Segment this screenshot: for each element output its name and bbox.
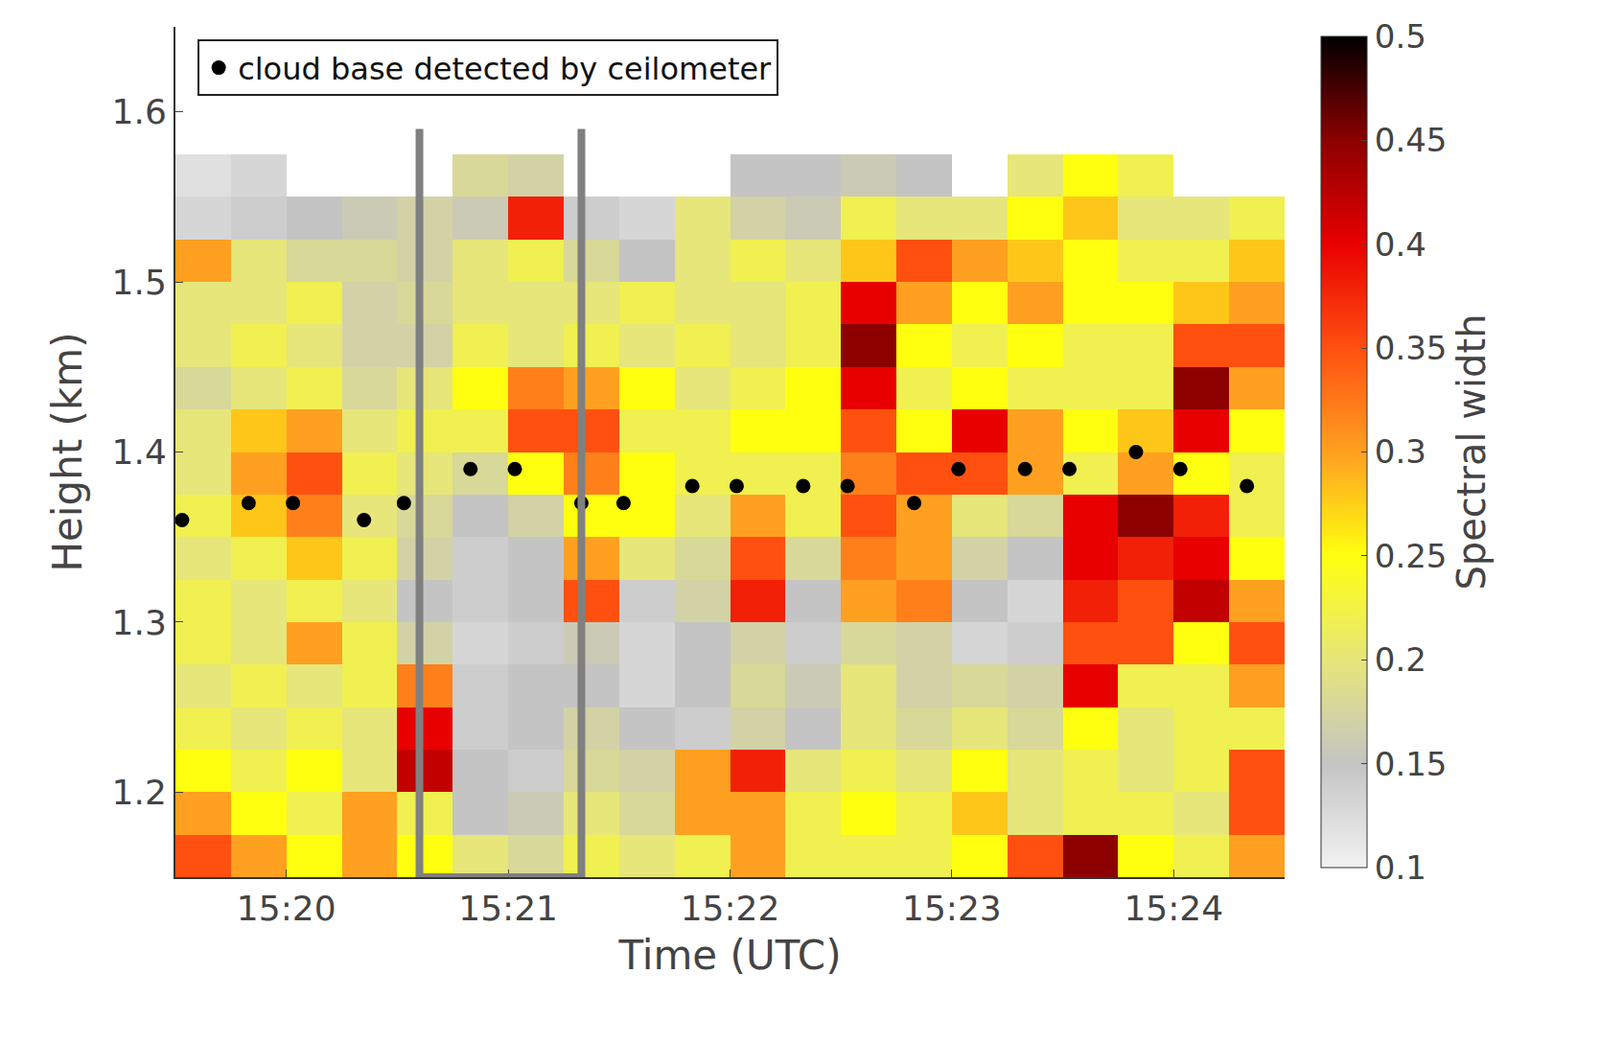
svg-text:0.1: 0.1	[1374, 848, 1427, 887]
svg-text:1.4: 1.4	[112, 432, 167, 472]
svg-text:Height (km): Height (km)	[44, 331, 92, 572]
svg-text:15:24: 15:24	[1123, 888, 1224, 928]
svg-text:15:22: 15:22	[680, 888, 781, 928]
svg-text:0.45: 0.45	[1374, 120, 1448, 160]
svg-text:0.4: 0.4	[1374, 225, 1427, 264]
svg-text:0.2: 0.2	[1374, 640, 1427, 679]
svg-text:Time (UTC): Time (UTC)	[617, 931, 841, 979]
svg-text:1.6: 1.6	[112, 92, 167, 132]
svg-text:0.15: 0.15	[1374, 744, 1448, 784]
svg-text:15:21: 15:21	[458, 888, 558, 928]
svg-text:0.25: 0.25	[1374, 536, 1448, 576]
svg-text:1.5: 1.5	[112, 262, 167, 302]
svg-text:15:23: 15:23	[902, 888, 1002, 928]
svg-text:0.3: 0.3	[1374, 432, 1427, 471]
svg-text:Spectral width: Spectral width	[1449, 313, 1494, 590]
svg-text:0.35: 0.35	[1374, 328, 1448, 368]
svg-text:1.2: 1.2	[112, 772, 167, 812]
svg-text:cloud base detected by ceilome: cloud base detected by ceilometer	[237, 50, 772, 88]
svg-text:15:20: 15:20	[236, 888, 337, 928]
svg-text:0.5: 0.5	[1374, 17, 1427, 56]
svg-text:1.3: 1.3	[112, 602, 167, 643]
